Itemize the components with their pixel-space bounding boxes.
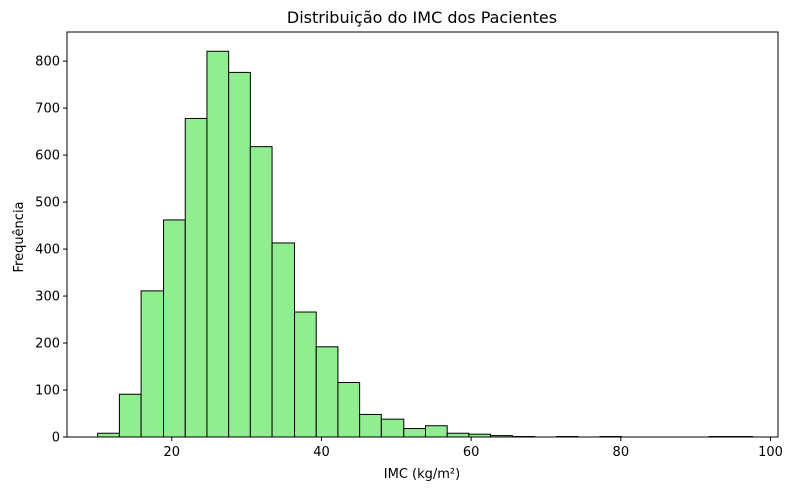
- histogram-bar: [315, 346, 339, 438]
- x-tick-label: 20: [164, 445, 181, 460]
- histogram-bar: [403, 428, 426, 438]
- bars-group: [97, 50, 754, 438]
- y-axis-label: Frequência: [12, 201, 27, 272]
- chart-title: Distribuição do IMC dos Pacientes: [287, 8, 557, 27]
- y-tick-label: 100: [35, 384, 60, 399]
- y-tick-label: 600: [35, 149, 60, 164]
- histogram-bar: [163, 219, 186, 438]
- y-tick-label: 800: [35, 55, 60, 70]
- histogram-bar: [294, 311, 317, 438]
- histogram-bar: [359, 413, 382, 438]
- x-tick-label: 40: [313, 445, 330, 460]
- y-tick-label: 500: [35, 196, 60, 211]
- histogram-bar: [206, 50, 230, 438]
- histogram-bar: [380, 418, 405, 438]
- y-tick-label: 0: [52, 431, 60, 446]
- histogram-bar: [337, 381, 361, 438]
- histogram-bar: [140, 290, 165, 438]
- y-axis-ticks: 0 100 200 300 400 500 600 700 800: [35, 55, 67, 446]
- histogram-bar: [271, 242, 296, 438]
- y-tick-label: 200: [35, 337, 60, 352]
- histogram-bar: [118, 393, 142, 438]
- x-axis-ticks: 20 40 60 80 100: [164, 437, 783, 460]
- histogram-bar: [424, 425, 448, 438]
- y-tick-label: 400: [35, 243, 60, 258]
- x-tick-label: 100: [758, 445, 783, 460]
- y-tick-label: 700: [35, 102, 60, 117]
- plot-frame: [66, 31, 779, 438]
- y-tick-label: 300: [35, 290, 60, 305]
- histogram-bar: [97, 432, 120, 438]
- histogram-bar: [184, 117, 208, 438]
- histogram-bar: [228, 71, 251, 438]
- x-axis-label: IMC (kg/m²): [384, 467, 460, 482]
- x-tick-label: 80: [613, 445, 630, 460]
- histogram-bar: [249, 146, 273, 438]
- histogram-bar: [446, 432, 470, 438]
- x-tick-label: 60: [463, 445, 480, 460]
